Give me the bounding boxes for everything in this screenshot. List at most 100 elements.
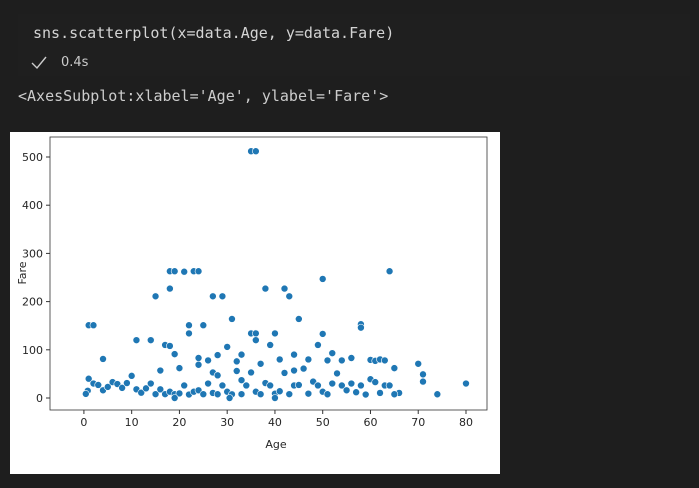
- point: [166, 342, 174, 350]
- x-tick-label: 10: [125, 416, 139, 429]
- x-tick-label: 60: [363, 416, 377, 429]
- point: [256, 390, 265, 398]
- point: [271, 329, 279, 338]
- point: [82, 390, 90, 398]
- point: [419, 370, 427, 379]
- x-tick-label: 70: [411, 416, 425, 429]
- point: [323, 390, 332, 399]
- point: [290, 366, 298, 375]
- point: [237, 350, 246, 359]
- point: [256, 359, 265, 368]
- point: [462, 379, 470, 388]
- point: [118, 384, 126, 392]
- point: [170, 350, 179, 358]
- y-axis-label: Fare: [16, 261, 29, 284]
- point: [314, 341, 322, 349]
- point: [237, 376, 246, 384]
- point: [209, 292, 217, 301]
- check-icon: [31, 56, 47, 70]
- x-tick-label: 30: [220, 416, 234, 429]
- point: [285, 390, 294, 398]
- x-tick-label: 80: [459, 416, 473, 429]
- point: [361, 390, 370, 399]
- point: [166, 284, 174, 293]
- point: [213, 390, 222, 399]
- point: [242, 381, 251, 390]
- point: [228, 315, 236, 323]
- point: [194, 360, 203, 369]
- point: [180, 267, 189, 276]
- point: [323, 356, 332, 365]
- point: [261, 284, 270, 293]
- point: [156, 366, 165, 375]
- point: [237, 390, 246, 398]
- y-tick-label: 200: [22, 296, 43, 309]
- point: [342, 386, 351, 395]
- point: [142, 384, 150, 393]
- point: [385, 381, 394, 390]
- point: [247, 368, 255, 377]
- point: [223, 343, 231, 351]
- y-tick-label: 400: [22, 199, 43, 212]
- point: [390, 390, 399, 399]
- point: [371, 378, 380, 386]
- point: [419, 377, 427, 386]
- point: [218, 292, 227, 301]
- point: [99, 355, 107, 363]
- point: [180, 381, 189, 390]
- point: [185, 329, 193, 338]
- point: [252, 336, 260, 344]
- point: [266, 381, 274, 390]
- point: [333, 369, 341, 378]
- point: [127, 372, 136, 380]
- point: [314, 381, 322, 390]
- point: [213, 371, 222, 380]
- point: [271, 394, 279, 402]
- point: [328, 379, 337, 388]
- x-axis-label: Age: [265, 438, 287, 451]
- point: [103, 383, 112, 391]
- point: [252, 329, 260, 338]
- point: [380, 356, 389, 365]
- point: [280, 284, 289, 293]
- point: [347, 354, 356, 362]
- point: [232, 357, 241, 366]
- point: [318, 330, 327, 338]
- point: [304, 355, 313, 364]
- point: [304, 389, 313, 398]
- point: [84, 374, 93, 383]
- point: [433, 390, 442, 399]
- point: [295, 315, 303, 323]
- code-cell[interactable]: [18, 14, 690, 76]
- point: [266, 341, 274, 349]
- x-tick-label: 0: [80, 416, 87, 429]
- point: [338, 381, 346, 390]
- point: [132, 336, 141, 344]
- point: [151, 390, 160, 398]
- point: [185, 321, 193, 330]
- point: [232, 367, 241, 375]
- point: [280, 369, 289, 377]
- point: [137, 388, 146, 397]
- output-text: <AxesSubplot:xlabel='Age', ylabel='Fare'…: [18, 87, 389, 105]
- point: [213, 351, 222, 359]
- point: [328, 349, 337, 357]
- point: [347, 379, 356, 388]
- point: [199, 390, 208, 398]
- point: [376, 389, 384, 397]
- point: [175, 389, 184, 398]
- code-source: sns.scatterplot(x=data.Age, y=data.Fare): [33, 24, 395, 42]
- execution-time: 0.4s: [61, 55, 89, 70]
- y-tick-label: 100: [22, 344, 43, 357]
- point: [275, 355, 284, 364]
- point: [218, 381, 227, 390]
- plot-background: [10, 132, 500, 474]
- point: [204, 356, 212, 365]
- point: [170, 394, 179, 402]
- y-tick-label: 300: [22, 247, 43, 260]
- y-tick-label: 500: [22, 151, 43, 164]
- point: [175, 364, 184, 372]
- point: [299, 364, 308, 373]
- point: [318, 275, 327, 283]
